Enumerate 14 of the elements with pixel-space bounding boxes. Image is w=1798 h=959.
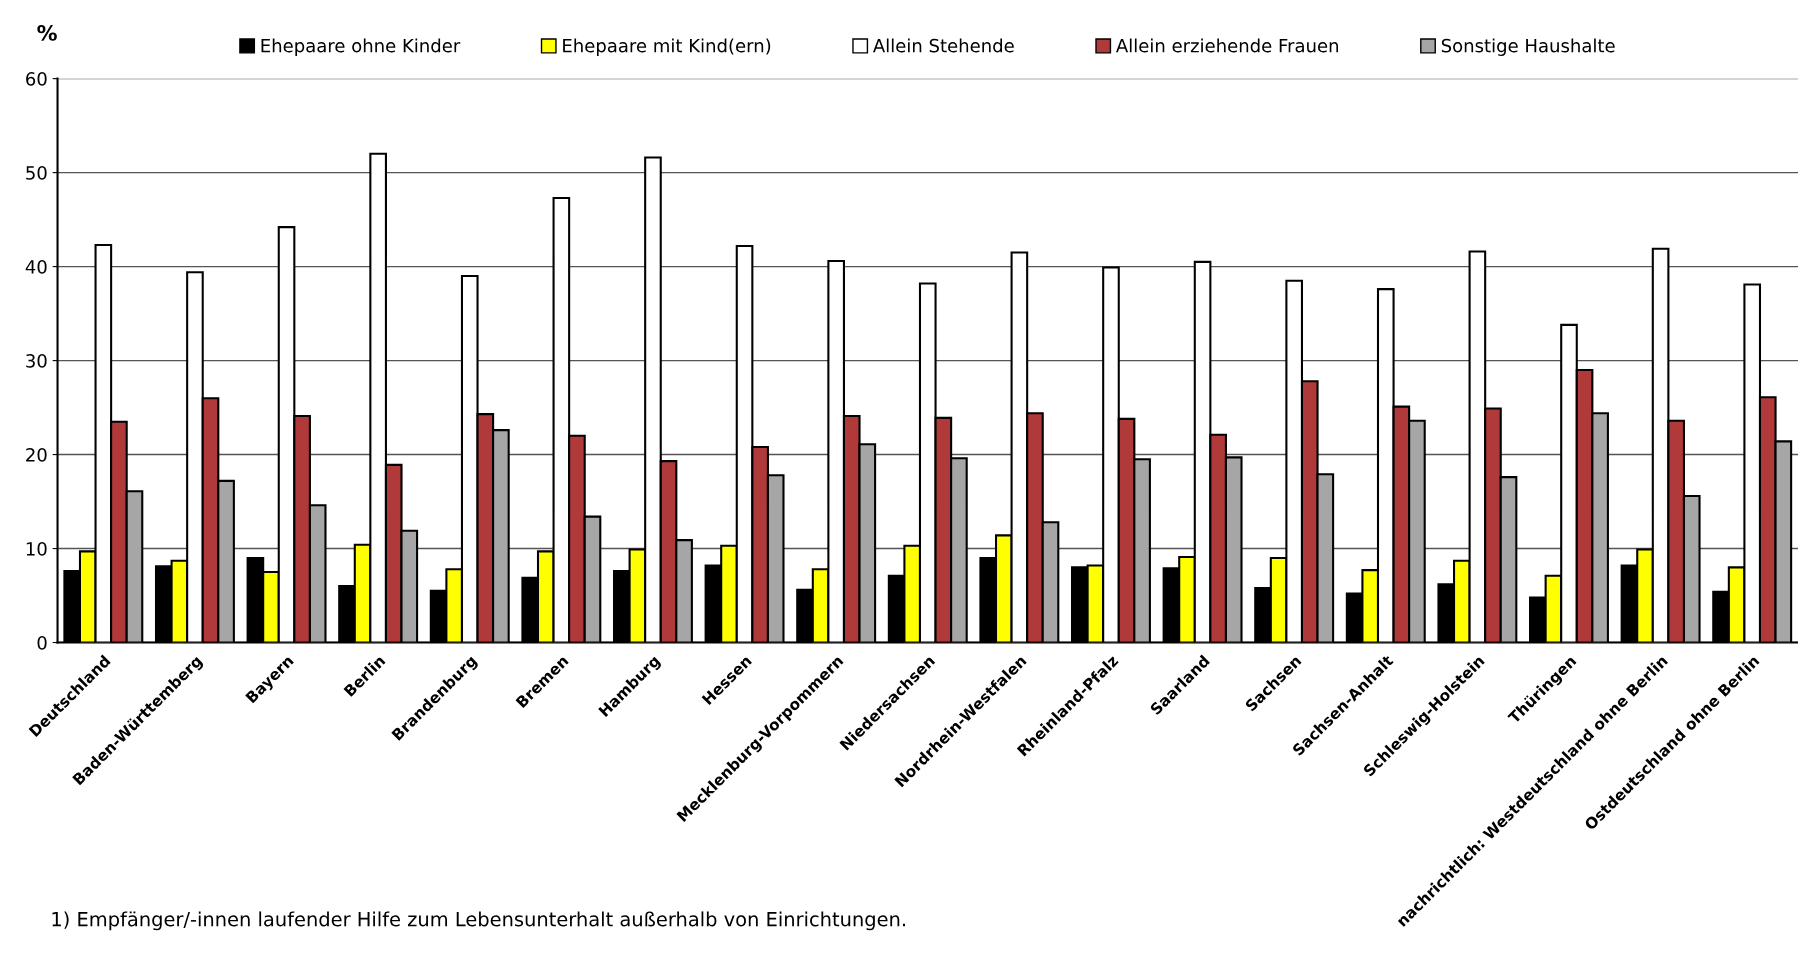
y-tick-label: 40 xyxy=(25,260,47,274)
legend-label: Allein erziehende Frauen xyxy=(1116,38,1339,53)
y-tick-label: 10 xyxy=(26,542,47,556)
y-tick-label: 0 xyxy=(37,635,47,650)
legend-label: Allein Stehende xyxy=(872,38,1014,53)
legend-label: Ehepaare mit Kind(ern) xyxy=(563,38,771,56)
legend-label: Sonstige Haushalte xyxy=(1441,38,1615,56)
text: 1) Empfänger/-innen laufender Hilfe zum Lebensunterhalt außerhalb von Einrichtungen. xyxy=(52,911,905,931)
y-tick-label: 30 xyxy=(26,354,47,368)
y-tick-label: 50 xyxy=(26,166,47,180)
legend-label: Ehepaare ohne Kinder xyxy=(261,38,461,56)
y-axis-title: % xyxy=(37,25,57,41)
y-tick-label: 20 xyxy=(26,448,47,462)
y-tick-label: 60 xyxy=(26,72,47,86)
